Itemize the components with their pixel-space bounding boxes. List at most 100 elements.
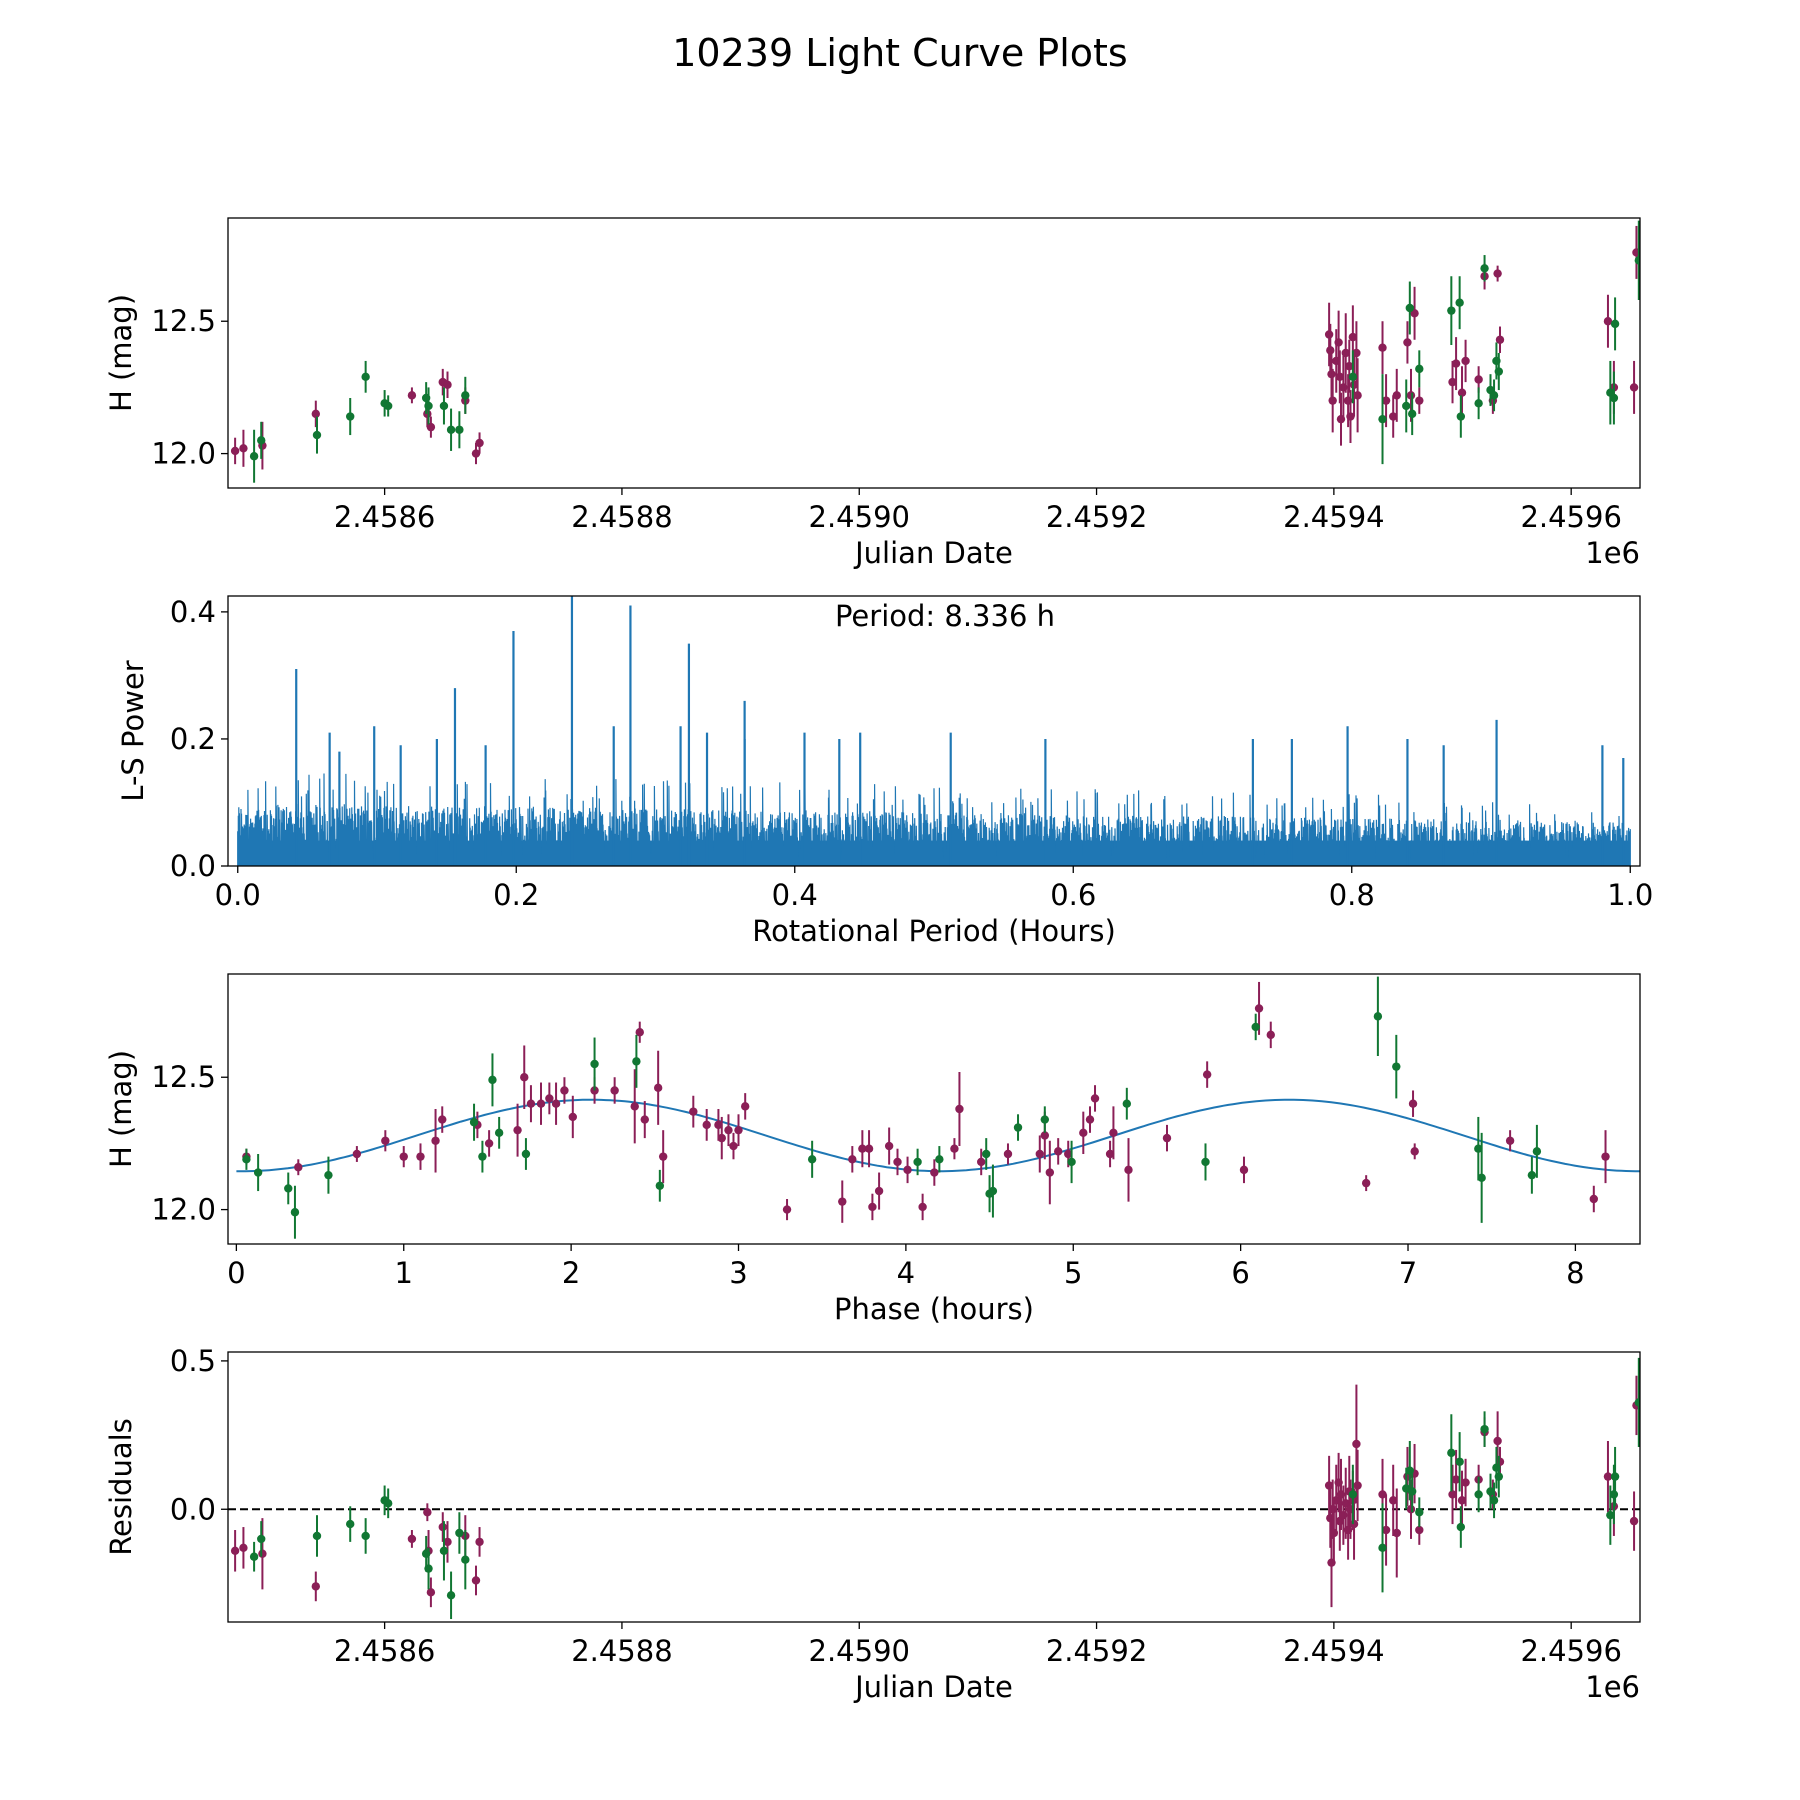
data-point — [1162, 1133, 1172, 1143]
data-point — [461, 391, 470, 400]
data-point — [982, 1149, 991, 1159]
data-point — [1003, 1149, 1013, 1159]
data-point — [1348, 372, 1358, 382]
data-point — [1079, 1128, 1088, 1138]
y-axis-label: H (mag) — [104, 294, 138, 412]
data-point — [1456, 412, 1466, 421]
data-point — [526, 1099, 536, 1108]
data-point — [249, 452, 259, 461]
data-point — [568, 1112, 577, 1122]
data-point — [475, 1537, 484, 1547]
x-tick-label: 2.4588 — [571, 500, 672, 534]
data-point — [930, 1168, 939, 1177]
x-tick-label: 2.4586 — [334, 1634, 435, 1668]
data-point — [455, 1528, 464, 1538]
data-point — [1609, 393, 1619, 403]
periodogram-frame — [227, 595, 1641, 867]
data-point — [1327, 369, 1336, 379]
data-point — [1373, 1012, 1383, 1021]
data-point — [1474, 1490, 1483, 1499]
data-point — [312, 1531, 322, 1541]
data-point — [1447, 1448, 1456, 1458]
y-tick-label: 12.0 — [151, 1193, 216, 1227]
x-tick-label: 2.4594 — [1283, 1634, 1384, 1668]
data-point — [903, 1165, 912, 1175]
data-point — [590, 1086, 599, 1095]
data-point — [536, 1099, 546, 1108]
data-point — [977, 1157, 986, 1167]
y-tick-label: 12.5 — [151, 304, 216, 338]
x-tick-label: 0 — [227, 1256, 245, 1290]
data-point — [1406, 1505, 1416, 1514]
data-point — [1402, 401, 1411, 411]
data-point — [1392, 1062, 1401, 1071]
data-point — [1455, 298, 1464, 307]
residuals-frame — [227, 1351, 1641, 1623]
y-axis-label: H (mag) — [104, 1050, 138, 1168]
data-point — [469, 1118, 479, 1127]
data-point — [935, 1155, 944, 1164]
data-point — [1447, 306, 1456, 315]
data-point — [521, 1149, 531, 1159]
data-point — [438, 1522, 447, 1532]
phased-plot-area — [236, 976, 1640, 1239]
data-point — [1324, 1481, 1334, 1490]
data-point — [230, 446, 240, 456]
data-point — [1634, 1398, 1640, 1407]
data-point — [1064, 1149, 1073, 1159]
x-tick-label: 0.0 — [215, 878, 261, 912]
data-point — [1448, 1490, 1457, 1499]
data-point — [1348, 1490, 1358, 1499]
series-magenta — [230, 1375, 1640, 1608]
data-point — [1013, 1123, 1023, 1132]
data-point — [630, 1102, 639, 1111]
data-point — [431, 1136, 440, 1145]
data-point — [1388, 412, 1398, 421]
data-point — [1477, 1173, 1486, 1183]
x-tick-label: 2.4590 — [809, 1634, 910, 1668]
data-point — [1493, 269, 1502, 278]
data-point — [1381, 396, 1391, 405]
data-point — [658, 1152, 668, 1161]
residuals-panel: 2.4586 2.4588 2.4590 2.4592 2.4594 2.4596 0.0 0… — [104, 1344, 1641, 1704]
y-tick-label: 12.0 — [151, 437, 216, 471]
data-point — [848, 1155, 857, 1164]
data-point — [640, 1115, 649, 1124]
x-tick-label: 2.4588 — [571, 1634, 672, 1668]
data-point — [346, 1519, 355, 1529]
data-point — [734, 1125, 743, 1135]
data-point — [702, 1120, 711, 1130]
data-point — [242, 1155, 251, 1164]
y-tick-label: 12.5 — [151, 1060, 216, 1094]
data-point — [324, 1170, 333, 1180]
data-point — [1610, 319, 1620, 329]
y-tick-label: 0.5 — [170, 1344, 216, 1378]
x-tick-label: 2.4594 — [1283, 500, 1384, 534]
data-point — [1589, 1194, 1599, 1204]
data-point — [1348, 332, 1358, 342]
data-point — [874, 1186, 884, 1196]
data-point — [520, 1073, 529, 1082]
data-point — [311, 409, 321, 419]
data-point — [439, 401, 449, 411]
data-point — [1352, 348, 1361, 358]
phased-frame — [227, 973, 1641, 1245]
data-point — [1489, 391, 1499, 400]
x-axis-label: Phase (hours) — [834, 1292, 1034, 1326]
data-point — [475, 438, 484, 448]
data-point — [1378, 343, 1387, 352]
data-point — [955, 1104, 964, 1114]
data-point — [352, 1149, 362, 1159]
data-point — [724, 1125, 733, 1135]
data-point — [1201, 1157, 1210, 1167]
data-point — [1629, 383, 1639, 392]
lightcurve-frame — [227, 217, 1641, 489]
data-point — [1415, 364, 1424, 374]
data-point — [478, 1152, 487, 1161]
y-tick-label: 0.4 — [170, 595, 216, 629]
data-point — [655, 1181, 665, 1190]
data-point — [1109, 1128, 1118, 1138]
data-point — [988, 1186, 998, 1196]
data-point — [1378, 1543, 1387, 1553]
